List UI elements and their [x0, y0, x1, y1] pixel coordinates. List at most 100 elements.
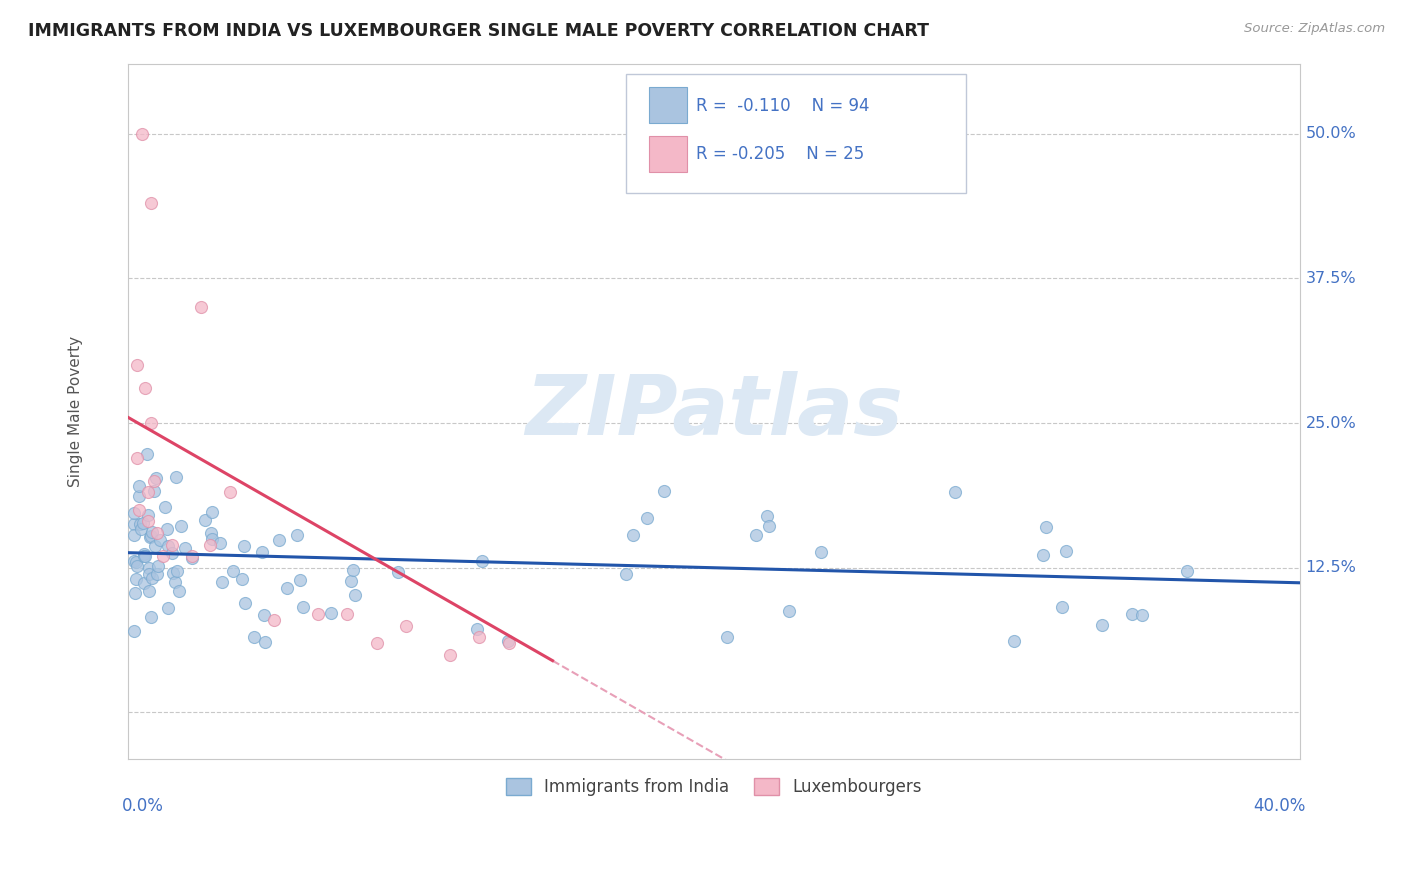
Point [222, 565, 245, 579]
Point [146, 566, 169, 581]
Text: Single Male Poverty: Single Male Poverty [67, 336, 83, 487]
Text: 12.5%: 12.5% [1305, 560, 1357, 575]
Point [124, 586, 146, 600]
Point [122, 516, 145, 531]
FancyBboxPatch shape [650, 87, 686, 123]
Point [716, 630, 738, 644]
Point [167, 584, 190, 599]
Point [146, 559, 169, 574]
Point [194, 513, 217, 527]
Point [136, 515, 159, 529]
Point [387, 565, 409, 579]
Point [125, 450, 148, 465]
Point [122, 527, 145, 541]
Point [141, 571, 163, 585]
Point [139, 530, 162, 544]
Point [623, 528, 645, 542]
Point [134, 549, 156, 563]
Point [132, 549, 155, 564]
Point [141, 416, 163, 430]
Point [152, 549, 174, 563]
Point [122, 507, 145, 521]
Point [141, 524, 163, 539]
Point [201, 505, 224, 519]
Point [1091, 617, 1114, 632]
Point [467, 622, 489, 636]
Point [652, 483, 675, 498]
Point [141, 609, 163, 624]
Point [1177, 565, 1199, 579]
Point [132, 547, 155, 561]
Point [198, 538, 221, 552]
Point [1054, 544, 1077, 558]
Point [267, 533, 290, 548]
Point [143, 540, 166, 554]
Point [755, 509, 778, 524]
Point [285, 528, 308, 542]
FancyBboxPatch shape [650, 136, 686, 172]
Point [156, 601, 179, 615]
Point [232, 540, 254, 554]
Point [146, 526, 169, 541]
Point [136, 485, 159, 500]
Point [211, 575, 233, 590]
Point [219, 485, 242, 500]
Point [336, 607, 359, 621]
Point [307, 607, 329, 621]
Point [253, 635, 276, 649]
Point [156, 522, 179, 536]
Point [160, 538, 183, 552]
Point [636, 511, 658, 525]
Point [128, 478, 150, 492]
Point [291, 599, 314, 614]
Point [122, 624, 145, 638]
Point [1035, 520, 1057, 534]
Text: IMMIGRANTS FROM INDIA VS LUXEMBOURGER SINGLE MALE POVERTY CORRELATION CHART: IMMIGRANTS FROM INDIA VS LUXEMBOURGER SI… [28, 22, 929, 40]
Point [135, 447, 157, 461]
Text: Source: ZipAtlas.com: Source: ZipAtlas.com [1244, 22, 1385, 36]
Point [1032, 548, 1054, 562]
Point [142, 483, 165, 498]
Point [243, 630, 266, 644]
Point [181, 549, 204, 563]
Point [1130, 607, 1153, 622]
Point [128, 489, 150, 503]
Point [134, 381, 156, 395]
Point [165, 575, 187, 590]
Point [342, 564, 364, 578]
Point [190, 300, 212, 314]
Point [122, 554, 145, 568]
FancyBboxPatch shape [626, 74, 966, 193]
Point [131, 127, 153, 141]
Point [125, 358, 148, 372]
Point [439, 648, 461, 662]
Point [138, 561, 160, 575]
Text: 25.0%: 25.0% [1305, 416, 1357, 431]
Point [166, 564, 188, 578]
Point [128, 503, 150, 517]
Point [128, 516, 150, 531]
Point [943, 485, 966, 500]
Legend: Immigrants from India, Luxembourgers: Immigrants from India, Luxembourgers [499, 771, 928, 803]
Point [162, 566, 184, 580]
Point [180, 550, 202, 565]
Point [209, 535, 232, 549]
Point [498, 636, 520, 650]
Point [129, 522, 152, 536]
Text: 0.0%: 0.0% [122, 797, 163, 815]
Point [471, 554, 494, 568]
Point [319, 606, 342, 620]
Point [125, 555, 148, 569]
Point [201, 532, 224, 546]
Point [200, 526, 222, 541]
Text: ZIPatlas: ZIPatlas [524, 371, 903, 452]
Point [1050, 600, 1073, 615]
Point [758, 519, 780, 533]
Point [145, 471, 167, 485]
Point [340, 574, 363, 588]
Point [1002, 634, 1025, 648]
Point [165, 470, 187, 484]
Point [174, 541, 197, 556]
Text: 37.5%: 37.5% [1305, 271, 1355, 285]
Text: R = -0.205    N = 25: R = -0.205 N = 25 [696, 145, 865, 163]
